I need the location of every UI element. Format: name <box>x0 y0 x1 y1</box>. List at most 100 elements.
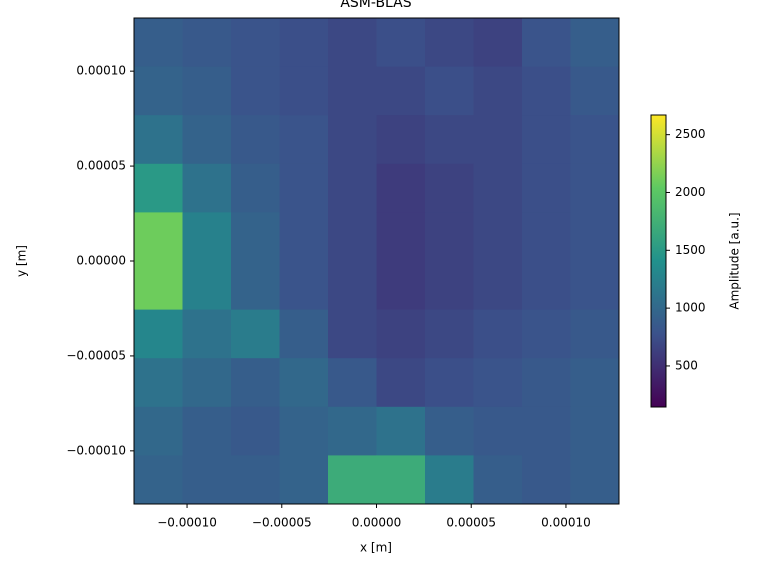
heatmap-cell <box>328 358 377 408</box>
heatmap-cell <box>279 18 329 68</box>
heatmap-cell <box>182 358 232 408</box>
heatmap-cell <box>473 115 523 165</box>
heatmap-cell <box>522 115 571 165</box>
heatmap-cell <box>376 18 426 68</box>
heatmap-cell <box>376 163 426 213</box>
heatmap-cell <box>522 212 571 262</box>
y-tick-label: −0.00010 <box>66 443 126 457</box>
colorbar-tick-label: 500 <box>675 358 698 372</box>
heatmap-cell <box>570 309 620 359</box>
colorbar-tick-label: 2000 <box>675 185 706 199</box>
heatmap-cell <box>279 212 329 262</box>
heatmap-cell <box>231 115 280 165</box>
heatmap-cell <box>473 261 523 311</box>
heatmap-cell <box>473 406 523 456</box>
heatmap-cell <box>570 212 620 262</box>
heatmap-cell <box>279 358 329 408</box>
heatmap-cell <box>134 212 183 262</box>
heatmap-cell <box>231 406 280 456</box>
heatmap-cell <box>522 358 571 408</box>
heatmap-cell <box>570 163 620 213</box>
colorbar-tick-label: 1000 <box>675 301 706 315</box>
heatmap-cell <box>182 18 232 68</box>
heatmap-cell <box>231 455 280 505</box>
heatmap-cell <box>328 18 377 68</box>
colorbar-label: Amplitude [a.u.] <box>728 212 742 309</box>
heatmap-cell <box>134 115 183 165</box>
heatmap-cell <box>570 261 620 311</box>
heatmap-cell <box>376 358 426 408</box>
heatmap-cell <box>134 406 183 456</box>
heatmap-cell <box>328 455 377 505</box>
heatmap-cell <box>279 455 329 505</box>
heatmap-cell <box>473 66 523 116</box>
heatmap-cell <box>522 309 571 359</box>
heatmap-cell <box>231 212 280 262</box>
heatmap-cell <box>231 18 280 68</box>
heatmap-cell <box>134 261 183 311</box>
chart-title: ASM-BLAS <box>340 0 411 11</box>
heatmap-cell <box>376 309 426 359</box>
heatmap-cell <box>376 66 426 116</box>
heatmap-cell <box>182 406 232 456</box>
heatmap-cell <box>231 163 280 213</box>
heatmap-cell <box>522 163 571 213</box>
heatmap-cell <box>134 309 183 359</box>
x-axis-label: x [m] <box>360 541 392 555</box>
heatmap-cell <box>425 212 474 262</box>
heatmap-cell <box>522 406 571 456</box>
heatmap-cell <box>570 406 620 456</box>
heatmap-cell <box>279 309 329 359</box>
heatmap-cell <box>376 455 426 505</box>
heatmap-cell <box>134 163 183 213</box>
heatmap-cell <box>231 261 280 311</box>
x-tick-label: 0.00010 <box>541 516 591 530</box>
heatmap-cell <box>279 115 329 165</box>
heatmap-cell <box>425 406 474 456</box>
colorbar-tick-label: 2500 <box>675 127 706 141</box>
heatmap-cell <box>328 309 377 359</box>
heatmap-cell <box>134 18 183 68</box>
heatmap-cell <box>473 358 523 408</box>
heatmap-cell <box>376 115 426 165</box>
colorbar-tick-label: 1500 <box>675 243 706 257</box>
heatmap-cell <box>231 309 280 359</box>
heatmap-cell <box>134 358 183 408</box>
heatmap-cell <box>425 115 474 165</box>
heatmap-cell <box>328 163 377 213</box>
heatmap-cell <box>425 261 474 311</box>
heatmap-cell <box>522 261 571 311</box>
heatmap-cell <box>570 455 620 505</box>
heatmap-cell <box>425 358 474 408</box>
heatmap-cell <box>279 163 329 213</box>
heatmap-cell <box>182 163 232 213</box>
heatmap-cell <box>570 18 620 68</box>
heatmap-cell <box>182 115 232 165</box>
heatmap-cell <box>134 455 183 505</box>
heatmap-cell <box>570 115 620 165</box>
y-tick-label: 0.00000 <box>76 254 126 268</box>
heatmap-cell <box>376 261 426 311</box>
y-tick-label: −0.00005 <box>66 348 126 362</box>
heatmap-cell <box>328 212 377 262</box>
heatmap-cell <box>279 261 329 311</box>
heatmap-cell <box>376 212 426 262</box>
colorbar <box>650 114 667 408</box>
heatmap-cell <box>182 212 232 262</box>
y-tick-label: 0.00010 <box>76 64 126 78</box>
heatmap-cell <box>182 261 232 311</box>
y-tick-label: 0.00005 <box>76 159 126 173</box>
heatmap-cell <box>473 18 523 68</box>
heatmap-cell <box>182 455 232 505</box>
x-tick-label: 0.00000 <box>352 516 402 530</box>
heatmap-cell <box>425 455 474 505</box>
heatmap-cell <box>425 18 474 68</box>
heatmap-cell <box>522 455 571 505</box>
y-axis-label: y [m] <box>15 245 29 277</box>
x-tick-label: 0.00005 <box>446 516 496 530</box>
heatmap-cell <box>425 309 474 359</box>
heatmap-cell <box>231 358 280 408</box>
heatmap-cell <box>473 309 523 359</box>
heatmap-cell <box>570 358 620 408</box>
